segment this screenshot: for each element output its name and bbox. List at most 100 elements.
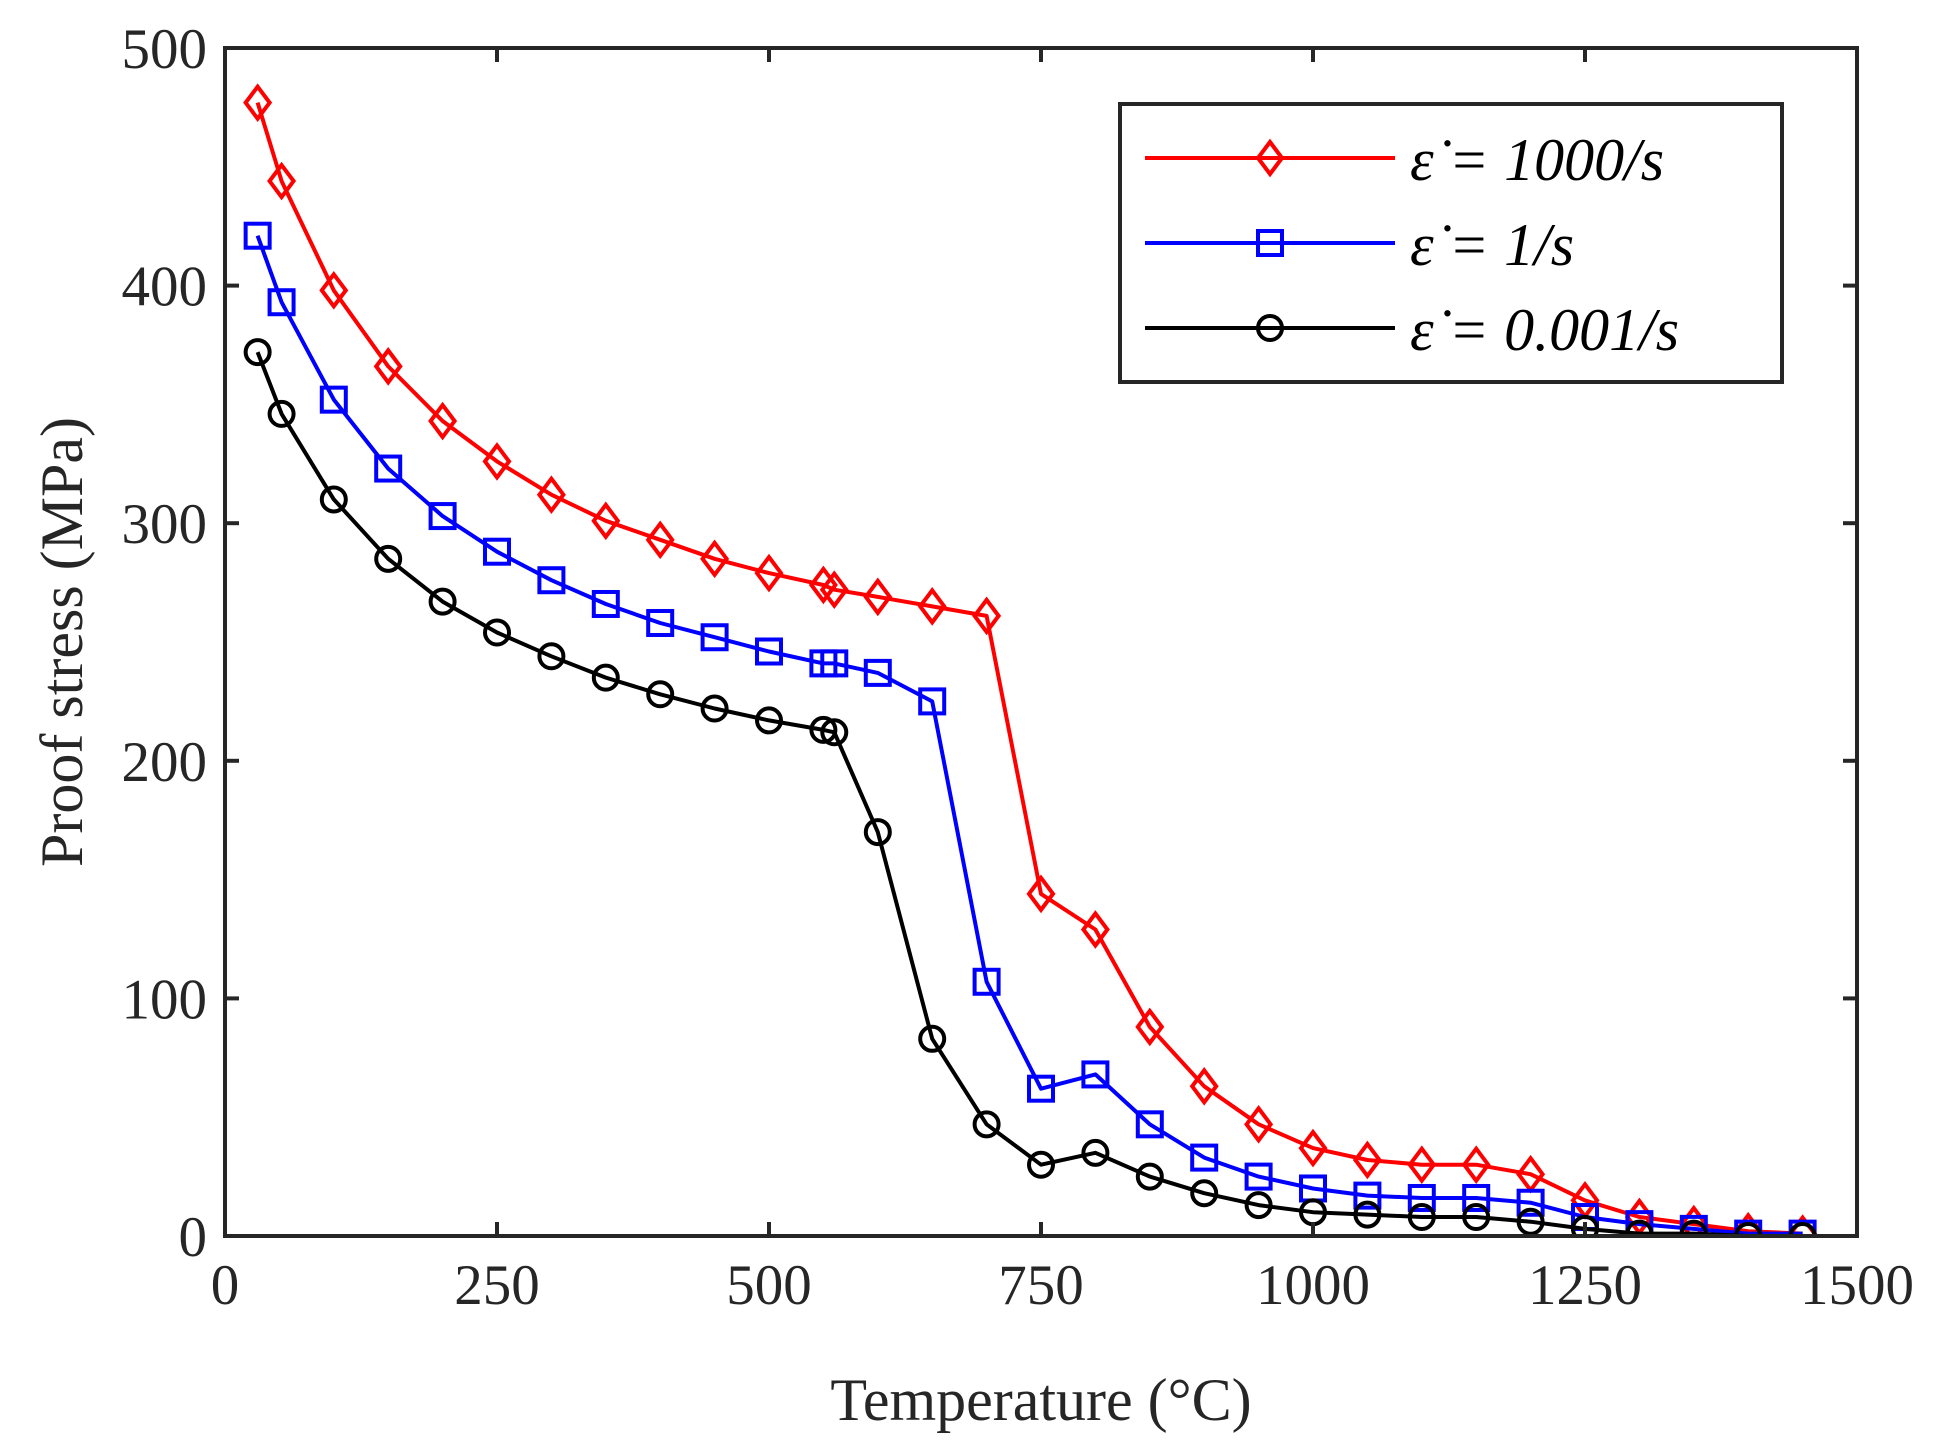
data-point — [1081, 1060, 1110, 1089]
data-point — [373, 347, 403, 386]
data-point — [755, 637, 783, 666]
data-point — [755, 706, 783, 735]
y-axis-label: Proof stress (MPa) — [29, 417, 95, 867]
data-point — [700, 694, 729, 723]
data-point — [483, 618, 511, 647]
data-point — [428, 401, 458, 441]
data-point — [1027, 1074, 1055, 1103]
data-point — [1190, 1143, 1219, 1172]
data-point — [918, 687, 947, 716]
data-point — [319, 385, 348, 414]
legend-entry: ε̇ = 0.001/s — [1145, 297, 1679, 363]
legend-marker — [1255, 138, 1285, 178]
legend-entry: ε̇ = 1/s — [1145, 212, 1574, 278]
data-point — [1135, 1162, 1164, 1191]
legend-label: ε̇ = 0.001/s — [1410, 297, 1679, 363]
data-point — [863, 577, 893, 617]
data-point — [428, 587, 457, 616]
legend-label: ε̇ = 1000/s — [1410, 127, 1664, 193]
x-tick-label: 1250 — [1528, 1254, 1642, 1317]
legend: ε̇ = 1000/s ε̇ = 1/s ε̇ = 0.001/s — [1118, 102, 1784, 384]
data-point — [918, 1024, 947, 1053]
legend-label: ε̇ = 1/s — [1410, 212, 1574, 278]
data-point — [646, 608, 675, 637]
x-tick-label: 250 — [454, 1254, 540, 1317]
x-tick-label: 1500 — [1800, 1254, 1914, 1317]
legend-entry: ε̇ = 1000/s — [1145, 127, 1664, 193]
data-point — [1135, 1110, 1164, 1139]
data-point — [1571, 1214, 1599, 1236]
series-line — [255, 351, 1803, 1236]
data-point — [1788, 1222, 1817, 1236]
data-point — [972, 596, 1002, 636]
data-point — [267, 399, 296, 428]
data-point — [809, 715, 838, 744]
data-point — [1353, 1181, 1382, 1210]
data-point — [1081, 1138, 1110, 1167]
data-point — [1244, 1191, 1273, 1220]
data-point — [1189, 1066, 1219, 1106]
data-point — [319, 271, 349, 310]
data-point — [243, 338, 272, 367]
x-axis-label: Temperature (°C) — [830, 1367, 1251, 1433]
y-tick-label: 0 — [179, 1206, 208, 1269]
data-point — [319, 485, 348, 514]
data-point — [646, 680, 675, 709]
legend-marker — [1256, 229, 1284, 257]
data-point — [1244, 1104, 1274, 1144]
data-point — [1353, 1200, 1382, 1229]
data-point — [1516, 1188, 1545, 1217]
data-point — [1679, 1219, 1708, 1236]
data-point — [1352, 1140, 1382, 1180]
data-point — [820, 649, 849, 678]
data-point — [863, 818, 892, 847]
data-point — [536, 475, 566, 515]
data-point — [428, 502, 457, 531]
x-tick-label: 0 — [211, 1254, 240, 1317]
data-point — [591, 501, 621, 541]
data-point — [700, 539, 730, 579]
data-point — [482, 442, 512, 481]
data-point — [1407, 1145, 1437, 1185]
data-point — [1516, 1207, 1545, 1236]
data-point — [1461, 1145, 1491, 1185]
data-point — [917, 587, 947, 626]
data-point — [374, 454, 403, 483]
data-point — [267, 288, 296, 317]
y-tick-label: 100 — [122, 968, 208, 1031]
data-point — [243, 221, 272, 250]
y-tick-label: 500 — [122, 18, 208, 81]
data-point — [1407, 1183, 1436, 1212]
legend-marker — [1256, 314, 1284, 342]
data-point — [820, 718, 849, 747]
series-circle — [243, 338, 1817, 1236]
x-tick-label: 500 — [726, 1254, 812, 1317]
data-point — [1135, 1007, 1165, 1047]
data-point — [267, 161, 297, 201]
data-point — [591, 663, 620, 692]
data-point — [374, 544, 403, 573]
data-point — [863, 658, 892, 687]
data-point — [1625, 1210, 1654, 1236]
data-point — [1462, 1202, 1491, 1231]
y-tick-label: 300 — [122, 493, 208, 556]
data-point — [819, 570, 849, 610]
y-tick-label: 400 — [122, 256, 208, 319]
data-point — [1026, 874, 1056, 914]
data-point — [645, 520, 675, 560]
data-point — [243, 83, 273, 122]
data-point — [972, 967, 1001, 996]
data-point — [1462, 1183, 1491, 1212]
data-point — [537, 566, 566, 595]
x-tick-label: 750 — [998, 1254, 1084, 1317]
data-point — [1298, 1128, 1328, 1168]
data-point — [700, 623, 729, 652]
data-point — [1080, 910, 1110, 949]
data-point — [754, 553, 784, 593]
series-line — [255, 235, 1803, 1236]
data-point — [1244, 1162, 1273, 1191]
series-line — [255, 102, 1803, 1236]
data-point — [537, 642, 566, 671]
data-point — [483, 537, 511, 566]
